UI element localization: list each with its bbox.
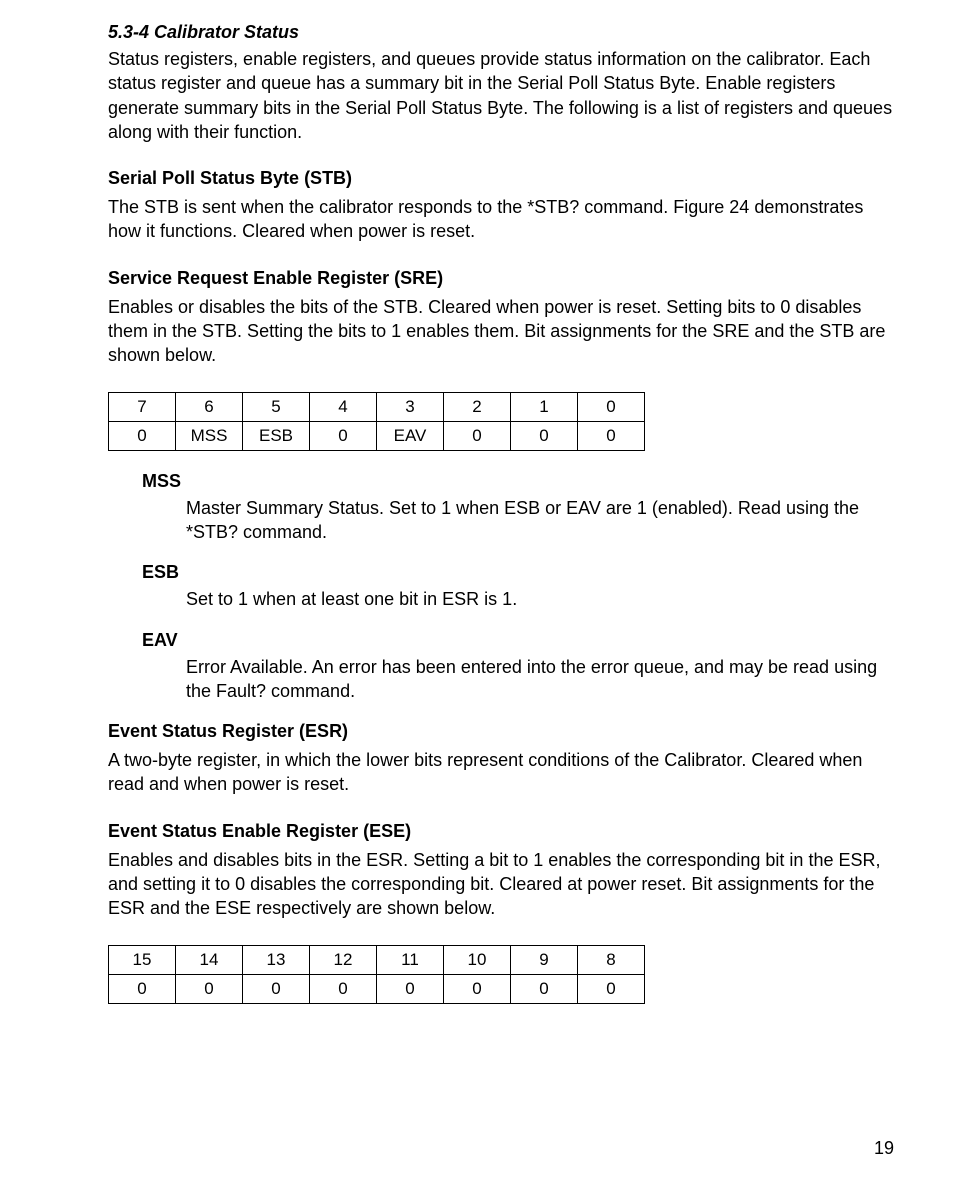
- page-number: 19: [874, 1138, 894, 1159]
- sre-heading: Service Request Enable Register (SRE): [108, 268, 894, 289]
- definition-term: MSS: [142, 471, 894, 492]
- intro-paragraph: Status registers, enable registers, and …: [108, 47, 894, 144]
- table-cell: 9: [511, 945, 578, 974]
- table-cell: ESB: [243, 421, 310, 450]
- table-cell: EAV: [377, 421, 444, 450]
- ese-heading: Event Status Enable Register (ESE): [108, 821, 894, 842]
- definition-term: ESB: [142, 562, 894, 583]
- definition-term: EAV: [142, 630, 894, 651]
- table-cell: 0: [109, 421, 176, 450]
- table-cell: MSS: [176, 421, 243, 450]
- table-cell: 0: [109, 974, 176, 1003]
- table-cell: 8: [578, 945, 645, 974]
- table-cell: 0: [176, 974, 243, 1003]
- section-title: 5.3-4 Calibrator Status: [108, 22, 894, 43]
- table-cell: 0: [444, 421, 511, 450]
- table-cell: 0: [310, 421, 377, 450]
- esr-paragraph: A two-byte register, in which the lower …: [108, 748, 894, 797]
- table-cell: 0: [578, 392, 645, 421]
- table-cell: 13: [243, 945, 310, 974]
- table-cell: 0: [511, 421, 578, 450]
- table-row: 0 0 0 0 0 0 0 0: [109, 974, 645, 1003]
- table-row: 15 14 13 12 11 10 9 8: [109, 945, 645, 974]
- esr-heading: Event Status Register (ESR): [108, 721, 894, 742]
- table-cell: 12: [310, 945, 377, 974]
- table-cell: 15: [109, 945, 176, 974]
- sre-paragraph: Enables or disables the bits of the STB.…: [108, 295, 894, 368]
- table-cell: 7: [109, 392, 176, 421]
- table-cell: 0: [243, 974, 310, 1003]
- definition-description: Set to 1 when at least one bit in ESR is…: [186, 587, 894, 611]
- table-cell: 0: [511, 974, 578, 1003]
- document-page: 5.3-4 Calibrator Status Status registers…: [0, 0, 954, 1185]
- table-cell: 14: [176, 945, 243, 974]
- table-cell: 3: [377, 392, 444, 421]
- table-cell: 5: [243, 392, 310, 421]
- definition-block: EAV Error Available. An error has been e…: [142, 630, 894, 704]
- definition-description: Master Summary Status. Set to 1 when ESB…: [186, 496, 894, 545]
- ese-paragraph: Enables and disables bits in the ESR. Se…: [108, 848, 894, 921]
- table-cell: 6: [176, 392, 243, 421]
- table-cell: 0: [578, 421, 645, 450]
- table-cell: 11: [377, 945, 444, 974]
- table-cell: 0: [377, 974, 444, 1003]
- definition-block: MSS Master Summary Status. Set to 1 when…: [142, 471, 894, 545]
- table-row: 7 6 5 4 3 2 1 0: [109, 392, 645, 421]
- table-cell: 0: [310, 974, 377, 1003]
- definition-description: Error Available. An error has been enter…: [186, 655, 894, 704]
- definition-block: ESB Set to 1 when at least one bit in ES…: [142, 562, 894, 611]
- ese-table: 15 14 13 12 11 10 9 8 0 0 0 0 0 0 0 0: [108, 945, 645, 1004]
- table-cell: 0: [578, 974, 645, 1003]
- stb-paragraph: The STB is sent when the calibrator resp…: [108, 195, 894, 244]
- table-cell: 2: [444, 392, 511, 421]
- table-cell: 0: [444, 974, 511, 1003]
- stb-heading: Serial Poll Status Byte (STB): [108, 168, 894, 189]
- table-cell: 10: [444, 945, 511, 974]
- table-cell: 1: [511, 392, 578, 421]
- stb-table: 7 6 5 4 3 2 1 0 0 MSS ESB 0 EAV 0 0 0: [108, 392, 645, 451]
- table-row: 0 MSS ESB 0 EAV 0 0 0: [109, 421, 645, 450]
- table-cell: 4: [310, 392, 377, 421]
